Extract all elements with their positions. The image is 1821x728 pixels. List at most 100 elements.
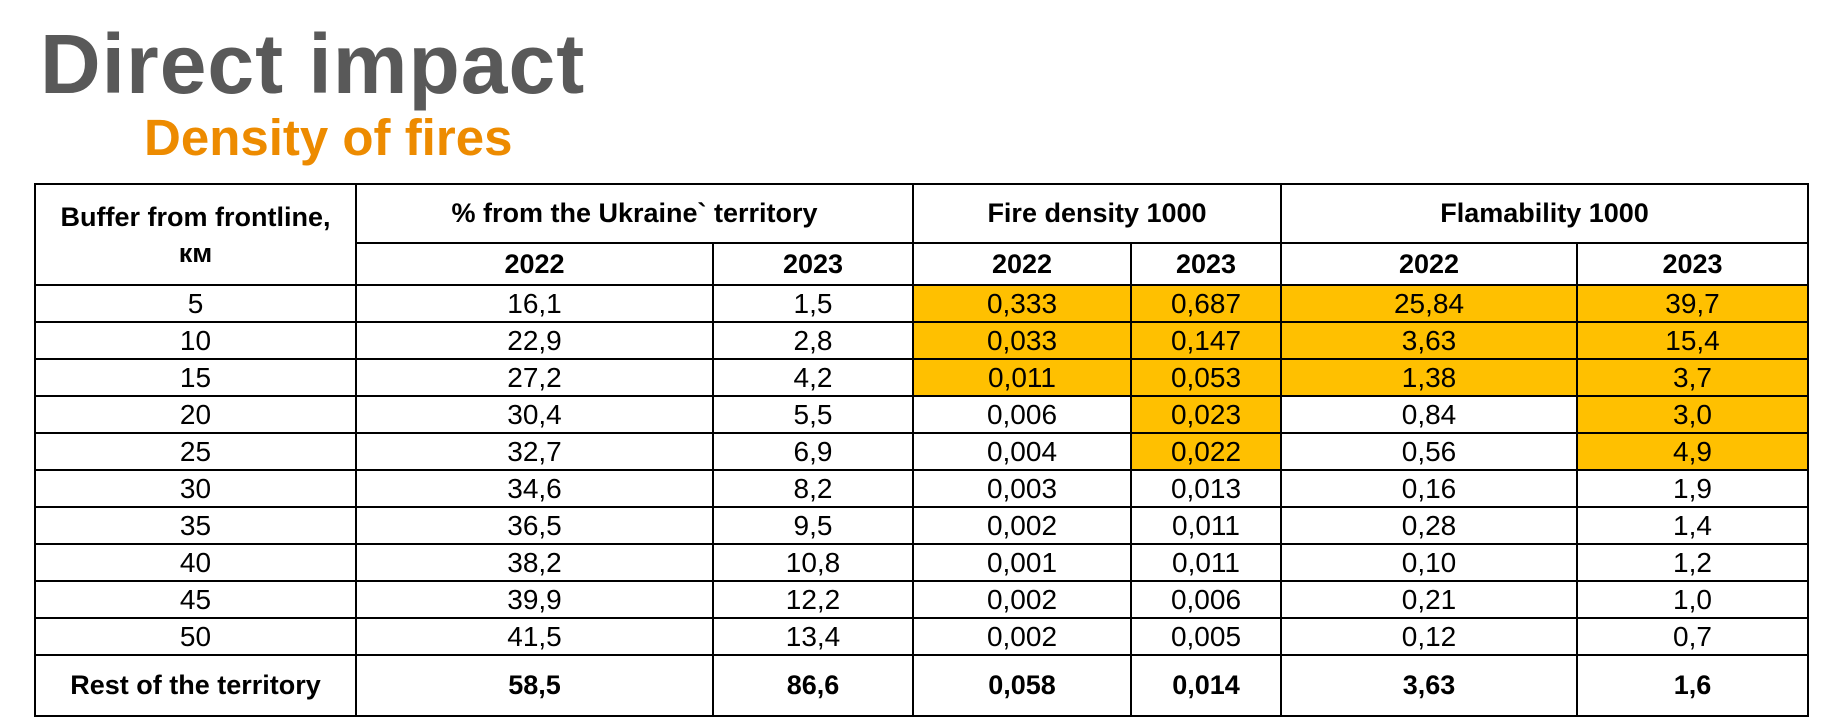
fire-density-2022-cell: 0,001 bbox=[912, 543, 1132, 582]
header-year-cell: 2023 bbox=[1575, 242, 1810, 286]
fire-density-2022-cell: 0,002 bbox=[912, 506, 1132, 545]
flamability-2022-cell: 3,63 bbox=[1280, 321, 1578, 360]
table-row: 20 30,4 5,5 0,006 0,023 0,84 3,0 bbox=[34, 395, 1810, 434]
territory-2022-cell: 22,9 bbox=[355, 321, 714, 360]
flamability-2022-cell: 1,38 bbox=[1280, 358, 1578, 397]
fire-density-2023-cell: 0,147 bbox=[1130, 321, 1282, 360]
territory-2023-cell: 6,9 bbox=[712, 432, 914, 471]
rest-territory-2023-cell: 86,6 bbox=[712, 654, 914, 717]
rest-buffer-cell: Rest of the territory bbox=[34, 654, 357, 717]
territory-2022-cell: 27,2 bbox=[355, 358, 714, 397]
fire-density-2023-cell: 0,687 bbox=[1130, 284, 1282, 323]
flamability-2022-cell: 0,12 bbox=[1280, 617, 1578, 656]
header-row-groups: Buffer from frontline, км % from the Ukr… bbox=[34, 183, 1810, 286]
header-year-cell: 2023 bbox=[712, 242, 914, 286]
buffer-cell: 20 bbox=[34, 395, 357, 434]
territory-2023-cell: 12,2 bbox=[712, 580, 914, 619]
flamability-2023-cell: 3,0 bbox=[1575, 395, 1810, 434]
buffer-cell: 45 bbox=[34, 580, 357, 619]
territory-2022-cell: 36,5 bbox=[355, 506, 714, 545]
territory-2023-cell: 2,8 bbox=[712, 321, 914, 360]
buffer-cell: 5 bbox=[34, 284, 357, 323]
territory-2022-cell: 41,5 bbox=[355, 617, 714, 656]
header-year-cell: 2022 bbox=[912, 242, 1132, 286]
fire-density-2022-cell: 0,003 bbox=[912, 469, 1132, 508]
territory-2023-cell: 13,4 bbox=[712, 617, 914, 656]
table-row: 10 22,9 2,8 0,033 0,147 3,63 15,4 bbox=[34, 321, 1810, 360]
buffer-cell: 25 bbox=[34, 432, 357, 471]
fire-density-2022-cell: 0,333 bbox=[912, 284, 1132, 323]
fire-density-2022-cell: 0,033 bbox=[912, 321, 1132, 360]
territory-2022-cell: 32,7 bbox=[355, 432, 714, 471]
fire-density-2022-cell: 0,004 bbox=[912, 432, 1132, 471]
territory-2023-cell: 1,5 bbox=[712, 284, 914, 323]
territory-2023-cell: 9,5 bbox=[712, 506, 914, 545]
header-buffer-unit: км bbox=[178, 237, 213, 268]
rest-fire-density-2023-cell: 0,014 bbox=[1130, 654, 1282, 717]
header-territory: % from the Ukraine` territory bbox=[355, 183, 914, 244]
header-buffer: Buffer from frontline, км bbox=[34, 183, 357, 286]
table-row: 25 32,7 6,9 0,004 0,022 0,56 4,9 bbox=[34, 432, 1810, 471]
header-year-cell: 2022 bbox=[355, 242, 714, 286]
flamability-2022-cell: 0,56 bbox=[1280, 432, 1578, 471]
buffer-cell: 10 bbox=[34, 321, 357, 360]
rest-territory-2022-cell: 58,5 bbox=[355, 654, 714, 717]
flamability-2023-cell: 1,9 bbox=[1575, 469, 1810, 508]
fire-density-2023-cell: 0,006 bbox=[1130, 580, 1282, 619]
header-fire-density: Fire density 1000 bbox=[912, 183, 1282, 244]
territory-2022-cell: 39,9 bbox=[355, 580, 714, 619]
header-year-cell: 2022 bbox=[1280, 242, 1578, 286]
rest-fire-density-2022-cell: 0,058 bbox=[912, 654, 1132, 717]
fire-density-2023-cell: 0,013 bbox=[1130, 469, 1282, 508]
rest-flamability-2022-cell: 3,63 bbox=[1280, 654, 1578, 717]
fire-density-2023-cell: 0,005 bbox=[1130, 617, 1282, 656]
fire-density-2023-cell: 0,011 bbox=[1130, 506, 1282, 545]
territory-2022-cell: 16,1 bbox=[355, 284, 714, 323]
header-row-years: 2022 2023 2022 2023 2022 2023 bbox=[35, 242, 1810, 286]
territory-2022-cell: 38,2 bbox=[355, 543, 714, 582]
territory-2023-cell: 5,5 bbox=[712, 395, 914, 434]
fire-density-table: Buffer from frontline, км % from the Ukr… bbox=[34, 183, 1810, 717]
flamability-2023-cell: 0,7 bbox=[1575, 617, 1810, 656]
table-row: 40 38,2 10,8 0,001 0,011 0,10 1,2 bbox=[34, 543, 1810, 582]
territory-2022-cell: 34,6 bbox=[355, 469, 714, 508]
flamability-2023-cell: 1,4 bbox=[1575, 506, 1810, 545]
page-subtitle: Density of fires bbox=[144, 109, 513, 166]
table-header: Buffer from frontline, км % from the Ukr… bbox=[34, 183, 1810, 286]
flamability-2022-cell: 0,21 bbox=[1280, 580, 1578, 619]
fire-density-2022-cell: 0,002 bbox=[912, 617, 1132, 656]
territory-2023-cell: 4,2 bbox=[712, 358, 914, 397]
fire-density-2022-cell: 0,011 bbox=[912, 358, 1132, 397]
table-row: 35 36,5 9,5 0,002 0,011 0,28 1,4 bbox=[34, 506, 1810, 545]
table-row: 5 16,1 1,5 0,333 0,687 25,84 39,7 bbox=[34, 284, 1810, 323]
table-row: 15 27,2 4,2 0,011 0,053 1,38 3,7 bbox=[34, 358, 1810, 397]
flamability-2022-cell: 0,84 bbox=[1280, 395, 1578, 434]
buffer-cell: 30 bbox=[34, 469, 357, 508]
flamability-2023-cell: 3,7 bbox=[1575, 358, 1810, 397]
fire-density-2022-cell: 0,002 bbox=[912, 580, 1132, 619]
header-year-cell: 2023 bbox=[1130, 242, 1282, 286]
fire-density-2023-cell: 0,022 bbox=[1130, 432, 1282, 471]
flamability-2022-cell: 0,28 bbox=[1280, 506, 1578, 545]
flamability-2023-cell: 15,4 bbox=[1575, 321, 1810, 360]
flamability-2023-cell: 1,2 bbox=[1575, 543, 1810, 582]
territory-2022-cell: 30,4 bbox=[355, 395, 714, 434]
flamability-2022-cell: 0,16 bbox=[1280, 469, 1578, 508]
fire-density-2023-cell: 0,011 bbox=[1130, 543, 1282, 582]
page-title: Direct impact bbox=[40, 17, 586, 111]
rest-of-territory-row: Rest of the territory 58,5 86,6 0,058 0,… bbox=[34, 654, 1810, 717]
buffer-cell: 40 bbox=[34, 543, 357, 582]
buffer-cell: 50 bbox=[34, 617, 357, 656]
flamability-2023-cell: 4,9 bbox=[1575, 432, 1810, 471]
flamability-2022-cell: 25,84 bbox=[1280, 284, 1578, 323]
flamability-2023-cell: 1,0 bbox=[1575, 580, 1810, 619]
rest-flamability-2023-cell: 1,6 bbox=[1575, 654, 1810, 717]
table-row: 50 41,5 13,4 0,002 0,005 0,12 0,7 bbox=[34, 617, 1810, 656]
fire-density-2023-cell: 0,023 bbox=[1130, 395, 1282, 434]
table-row: 45 39,9 12,2 0,002 0,006 0,21 1,0 bbox=[34, 580, 1810, 619]
buffer-cell: 15 bbox=[34, 358, 357, 397]
territory-2023-cell: 10,8 bbox=[712, 543, 914, 582]
fire-density-2022-cell: 0,006 bbox=[912, 395, 1132, 434]
table-body: 5 16,1 1,5 0,333 0,687 25,84 39,7 10 22,9 2,8 0,03… bbox=[34, 284, 1810, 717]
header-flamability: Flamability 1000 bbox=[1279, 183, 1810, 244]
